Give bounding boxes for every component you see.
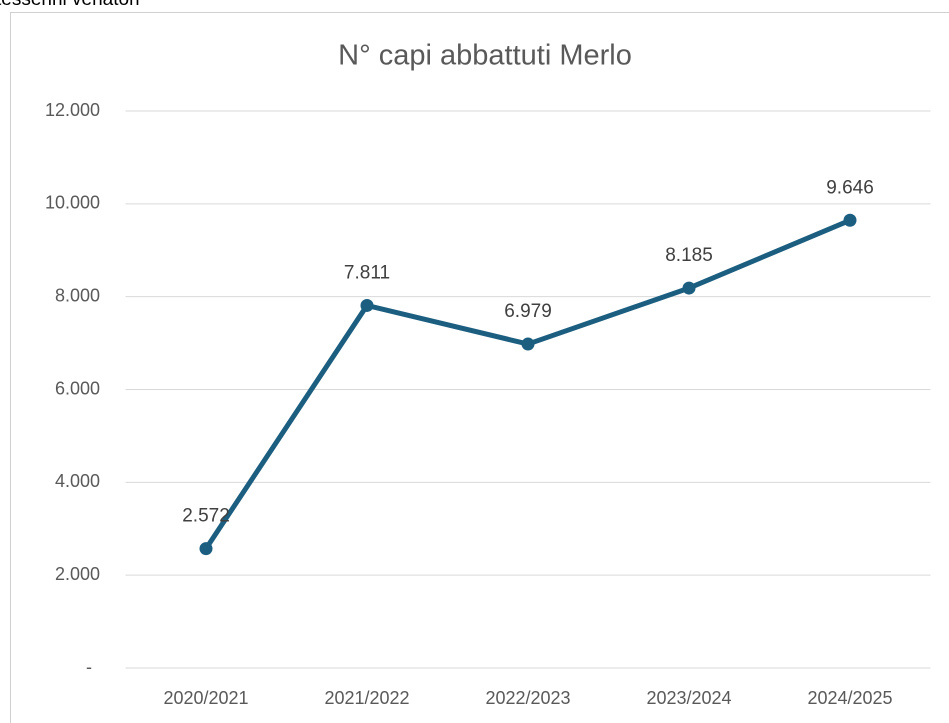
point xyxy=(360,298,374,312)
y-tick-label: 10.000 xyxy=(45,193,100,213)
point xyxy=(521,337,535,351)
x-tick-label: 2020/2021 xyxy=(163,688,248,708)
point xyxy=(199,542,213,556)
point xyxy=(682,281,696,295)
y-tick-label: 12.000 xyxy=(45,100,100,120)
x-tick-label: 2022/2023 xyxy=(485,688,570,708)
point xyxy=(843,213,857,227)
data-label: 2.572 xyxy=(182,506,230,527)
data-label: 7.811 xyxy=(344,262,390,283)
x-tick-label: 2021/2022 xyxy=(324,688,409,708)
x-tick-label: 2024/2025 xyxy=(807,688,892,708)
chart-title: N° capi abbattuti Merlo xyxy=(338,40,632,72)
y-tick-label: 6.000 xyxy=(55,378,100,398)
data-label: 9.646 xyxy=(826,177,874,198)
x-tick-label: 2023/2024 xyxy=(646,688,731,708)
y-tick-label: 4.000 xyxy=(55,471,100,491)
data-label: 8.185 xyxy=(665,245,713,266)
y-tick-label: 2.000 xyxy=(55,564,100,584)
data-label: 6.979 xyxy=(504,301,552,322)
y-tick-label: - xyxy=(86,657,92,677)
header-text: tesserini venatori xyxy=(0,0,140,10)
y-tick-label: 8.000 xyxy=(55,285,100,305)
chart-border xyxy=(10,12,949,723)
